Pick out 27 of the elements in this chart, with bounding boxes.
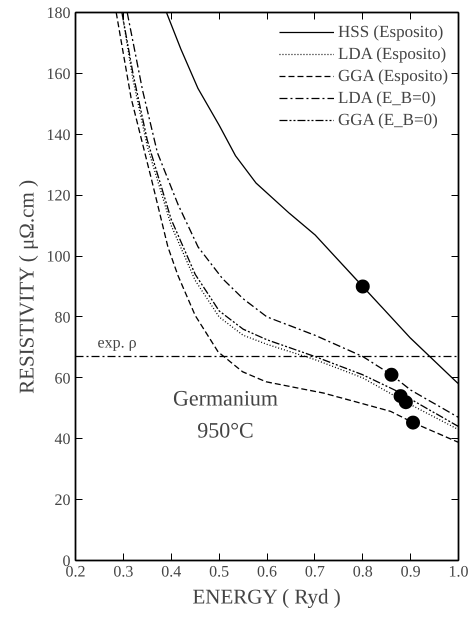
y-axis-title: RESISTIVITY ( μΩ.cm ) [14, 180, 38, 394]
x-tick-label: 0.8 [352, 564, 373, 580]
y-tick-label: 160 [46, 66, 70, 83]
y-tick-label: 80 [54, 309, 70, 326]
y-tick-label: 40 [54, 431, 70, 448]
x-tick-label: 0.7 [304, 564, 325, 580]
ref-line-label: exp. ρ [98, 334, 137, 352]
x-tick-label: 0.6 [257, 564, 277, 580]
y-tick-label: 140 [46, 126, 70, 144]
x-axis-title: ENERGY ( Ryd ) [192, 584, 341, 608]
annotation: Germanium [172, 386, 278, 410]
y-tick-label: 180 [46, 5, 70, 22]
y-tick-label: 120 [46, 188, 70, 205]
y-tick-label: 100 [46, 248, 70, 266]
annotation: 950°C [197, 418, 254, 442]
legend-label: HSS (Esposito) [338, 22, 444, 42]
legend-label: GGA (E_B=0) [338, 110, 438, 130]
legend-label: GGA (Esposito) [338, 66, 448, 86]
legend-label: LDA (E_B=0) [338, 88, 436, 108]
y-tick-label: 20 [54, 492, 70, 510]
x-tick-label: 0.3 [113, 564, 134, 580]
x-tick-label: 0.9 [400, 564, 421, 580]
y-tick-label: 60 [54, 370, 70, 388]
legend-label: LDA (Esposito) [338, 44, 446, 64]
x-tick-label: 1.0 [448, 564, 468, 580]
x-tick-label: 0.4 [161, 564, 182, 580]
x-tick-label: 0.5 [209, 564, 230, 580]
